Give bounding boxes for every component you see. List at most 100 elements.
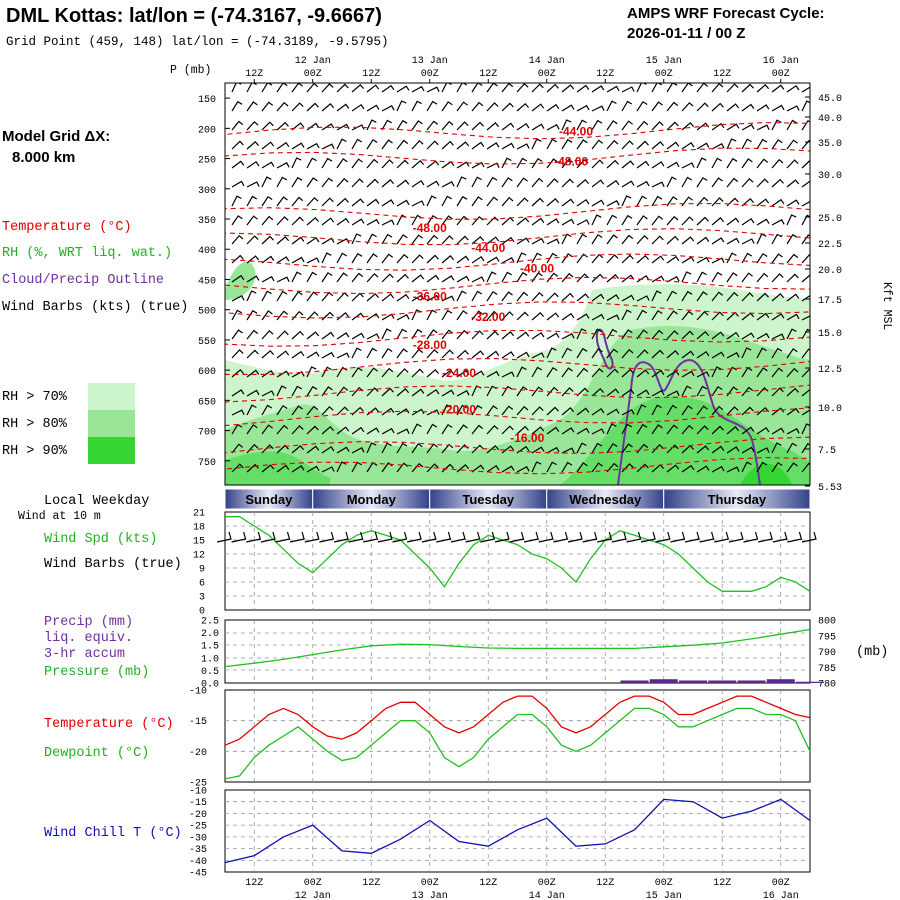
wind-barb <box>501 371 515 378</box>
legend-rh80-label: RH > 80% <box>2 417 68 432</box>
wind-barb-10m <box>392 531 408 543</box>
wind-barb <box>411 274 425 283</box>
wind-barb <box>306 331 320 340</box>
wind-barb <box>546 83 559 93</box>
wind-barb <box>516 425 529 435</box>
wind-barb <box>381 159 394 169</box>
wind-barb <box>546 292 559 302</box>
wind-barb <box>786 313 800 321</box>
wind-barb <box>381 427 395 435</box>
wind-barb <box>411 423 422 435</box>
wind-chill-tick: -15 <box>189 798 207 809</box>
wind-barb <box>711 142 725 150</box>
wind-barb <box>321 252 332 264</box>
wind-barb <box>651 329 664 340</box>
wind-barb <box>456 235 469 245</box>
wind-barb <box>801 180 810 188</box>
wind-barb <box>621 214 633 226</box>
wind-barb <box>366 347 378 359</box>
top-date-label: 15 Jan <box>646 56 682 67</box>
wind-barb <box>531 426 545 435</box>
wind-barb <box>636 160 650 169</box>
wind-barb <box>636 100 648 112</box>
wind-barb <box>246 369 260 378</box>
wind-barb <box>606 348 619 359</box>
wind-barb <box>336 366 348 378</box>
wind-barb <box>606 179 620 188</box>
wind-barb <box>786 214 797 226</box>
wind-barb <box>246 83 257 93</box>
wind-barb <box>756 252 768 264</box>
legend-temperature: Temperature (°C) <box>2 220 132 235</box>
wind-barb <box>786 328 797 340</box>
rh90-region <box>225 396 810 485</box>
top-tick-label: 12Z <box>245 69 263 80</box>
wind-barb <box>771 313 785 321</box>
wind-barb <box>366 427 380 435</box>
wind-barb <box>591 348 603 359</box>
wind-barb <box>561 312 575 321</box>
wind-barb <box>291 425 304 435</box>
wind-barb <box>576 293 590 302</box>
wind-barb <box>516 237 530 245</box>
wind-barb <box>471 101 484 112</box>
wind-barb <box>231 443 244 454</box>
isotherm-line <box>225 202 810 221</box>
bottom-date-label: 14 Jan <box>529 891 565 900</box>
wind-barb <box>711 445 725 454</box>
wind-barb <box>531 237 545 245</box>
wind-barb <box>591 313 605 321</box>
wind-barb <box>546 347 557 359</box>
pressure-line <box>224 628 811 668</box>
wind-barb <box>321 143 335 150</box>
top-tick-label: 00Z <box>772 69 790 80</box>
wind-barb <box>591 442 603 454</box>
wind-barb-10m <box>553 531 569 543</box>
wind-barb <box>486 350 500 359</box>
wind-barb <box>666 330 679 340</box>
wind-barb <box>246 275 260 283</box>
wind-barb <box>786 273 799 283</box>
wind-barb <box>576 198 590 207</box>
wind-barb <box>351 158 363 169</box>
wind-barb <box>306 311 319 321</box>
height-tick-label: 17.5 <box>818 296 842 307</box>
wind-barb <box>621 423 632 435</box>
wind-barb <box>711 122 725 131</box>
wind-barb <box>531 252 542 264</box>
wind-barb <box>486 370 500 378</box>
wind-barb <box>501 122 515 131</box>
wind-barb <box>306 445 320 454</box>
wind-barb <box>651 235 664 245</box>
wind-barb <box>516 351 530 359</box>
wind-barb <box>561 253 573 264</box>
wind-barb <box>336 352 350 359</box>
wind-barb-10m <box>421 531 437 543</box>
temperature-tick: -15 <box>189 717 207 728</box>
wind-barb <box>696 216 709 226</box>
wind-barb <box>741 83 754 93</box>
wind-barb <box>651 389 665 397</box>
wind-barb <box>276 83 288 93</box>
wind-barb <box>306 465 320 473</box>
wind-barb <box>726 138 737 150</box>
top-tick-label: 00Z <box>421 69 439 80</box>
wind-barb <box>306 236 320 245</box>
wind-barb-10m <box>480 531 496 543</box>
wind-barb <box>456 141 470 150</box>
wind-barb <box>786 442 797 454</box>
wind-barb <box>801 159 810 169</box>
wind-barb <box>681 385 692 397</box>
wind-barb <box>696 256 710 264</box>
wind-barb <box>501 142 515 150</box>
wind-barb <box>681 370 695 378</box>
wind-barb <box>621 348 634 359</box>
wind-barb <box>666 275 680 283</box>
wind-barb <box>576 178 590 188</box>
pressure-tick: 795 <box>818 632 836 643</box>
wind-barb <box>531 272 543 283</box>
wind-barb <box>591 407 605 416</box>
wind-barb <box>621 195 632 207</box>
wind-barb <box>231 294 245 302</box>
wind-barb <box>606 234 618 245</box>
